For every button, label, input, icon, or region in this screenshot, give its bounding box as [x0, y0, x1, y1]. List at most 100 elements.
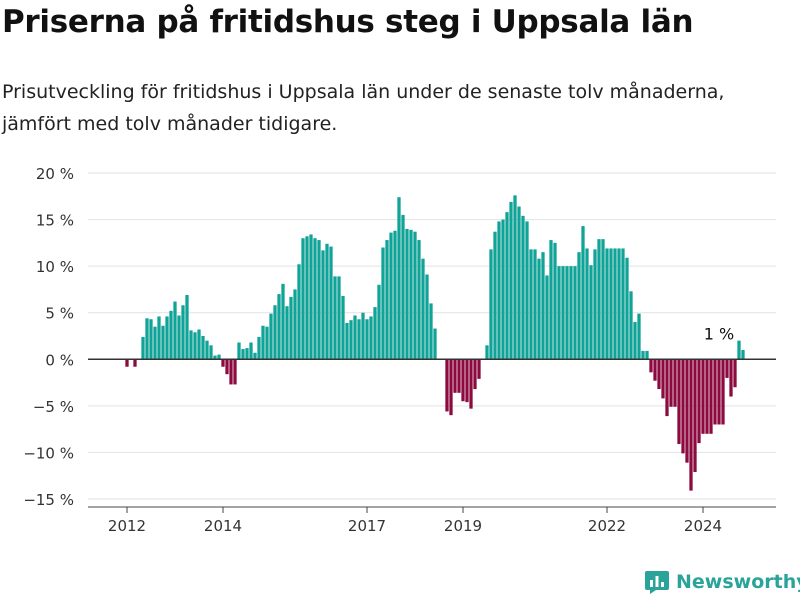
annotations: 1 % [704, 324, 734, 343]
bar [533, 249, 537, 360]
bar [257, 336, 261, 360]
bar [193, 332, 197, 360]
bar [197, 329, 201, 360]
bar [705, 359, 709, 434]
bar [589, 265, 593, 360]
bar [365, 319, 369, 360]
bar [237, 342, 241, 360]
bar [669, 359, 673, 407]
bar [409, 229, 413, 360]
bar [389, 232, 393, 360]
bar [593, 249, 597, 360]
bar [149, 319, 153, 360]
bar [489, 249, 493, 360]
bar [689, 359, 693, 491]
bar [221, 359, 225, 367]
bar [681, 359, 685, 454]
bar [305, 236, 309, 360]
x-tick-label: 2024 [684, 517, 722, 535]
bar [381, 247, 385, 360]
bar [701, 359, 705, 434]
bar [189, 330, 193, 360]
y-tick-label: −5 % [33, 398, 74, 416]
x-tick-label: 2017 [348, 517, 386, 535]
newsworthy-logo: Newsworthy [644, 569, 800, 595]
bar [253, 352, 257, 360]
bar [145, 318, 149, 360]
bar [673, 359, 677, 407]
x-tick-label: 2014 [204, 517, 242, 535]
bar [541, 252, 545, 360]
bar [161, 325, 165, 360]
y-tick-label: 20 % [36, 165, 74, 183]
bar [557, 266, 561, 360]
bar [485, 345, 489, 360]
bar [349, 320, 353, 360]
bar [473, 359, 477, 390]
bar [429, 303, 433, 360]
bar [657, 359, 661, 390]
bar [341, 295, 345, 360]
bar [301, 238, 305, 360]
chart-subtitle: Prisutveckling för fritidshus i Uppsala … [2, 81, 725, 135]
bar [177, 315, 181, 360]
bar [209, 345, 213, 360]
bar [737, 340, 741, 360]
bar [633, 322, 637, 360]
bar [217, 354, 221, 360]
bar [273, 305, 277, 360]
bar [461, 359, 465, 402]
bar [585, 248, 589, 360]
bar [665, 359, 669, 417]
bar [569, 266, 573, 360]
bar [505, 212, 509, 360]
bar-chart: 20 %15 %10 %5 %0 %−5 %−10 %−15 % 2012 201… [23, 165, 776, 535]
bar [661, 359, 665, 399]
bar [637, 313, 641, 360]
bar [685, 359, 689, 463]
bar [629, 291, 633, 360]
bar [277, 294, 281, 360]
bar [373, 307, 377, 360]
bar [433, 328, 437, 360]
bar [693, 359, 697, 472]
bar [357, 319, 361, 360]
bar [337, 276, 341, 360]
bar [393, 230, 397, 360]
bar [725, 359, 729, 378]
bar [265, 326, 269, 360]
bar [465, 359, 469, 403]
bar [733, 359, 737, 388]
bar [417, 240, 421, 360]
bar [469, 359, 473, 409]
bar [329, 246, 333, 360]
bar [561, 266, 565, 360]
bar [245, 348, 249, 360]
bar [165, 316, 169, 360]
bar [697, 359, 701, 444]
bar [261, 325, 265, 360]
bar [325, 243, 329, 360]
newsworthy-logo-icon [645, 571, 669, 594]
bar [181, 305, 185, 360]
bar [281, 283, 285, 360]
bar [141, 336, 145, 360]
bar [517, 206, 521, 360]
bar [545, 275, 549, 360]
bar [173, 301, 177, 360]
bar [397, 197, 401, 360]
bars [125, 195, 745, 491]
bar [617, 248, 621, 360]
bar [453, 359, 457, 393]
bar [125, 359, 129, 367]
x-axis: 2012 2014 2017 2019 2022 2024 [88, 506, 776, 535]
bar [521, 215, 525, 360]
bar [169, 310, 173, 360]
y-tick-label: −10 % [23, 444, 74, 462]
bar [377, 284, 381, 360]
bar [361, 312, 365, 360]
bar [565, 266, 569, 360]
bar [525, 221, 529, 360]
bar [205, 340, 209, 360]
bar [537, 258, 541, 360]
